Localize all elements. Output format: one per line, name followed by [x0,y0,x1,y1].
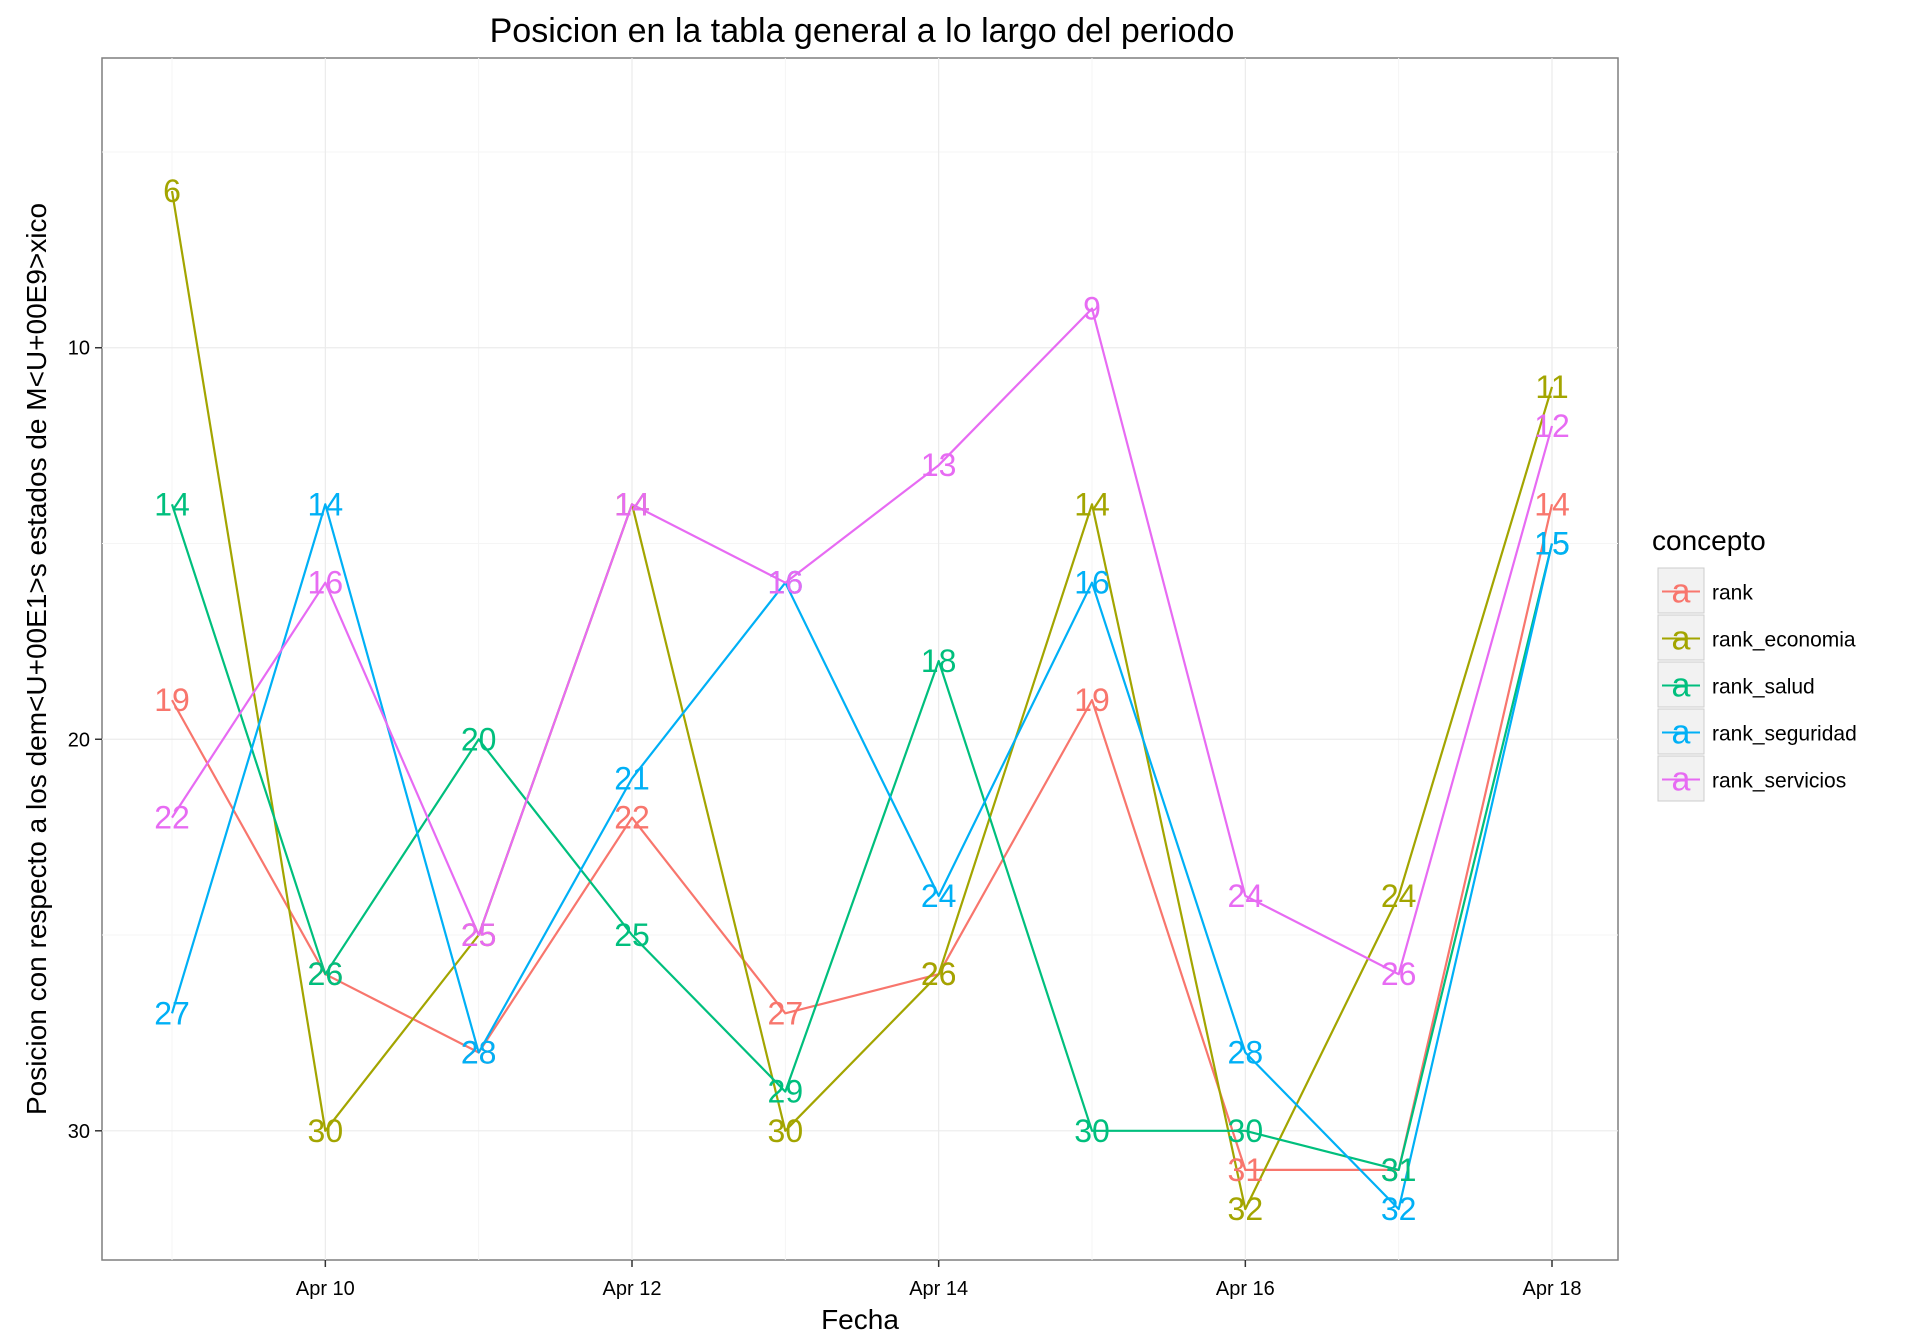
data-label-rank-seguridad: 24 [921,878,957,914]
legend-label-rank-seguridad: rank_seguridad [1712,723,1857,746]
data-label-rank-economia: 25 [461,917,497,953]
x-tick-label: Apr 16 [1216,1278,1275,1300]
y-tick-label: 10 [68,338,90,360]
data-label-rank-servicios: 25 [461,917,497,953]
data-label-rank: 28 [461,1034,497,1070]
data-label-rank-salud: 20 [461,721,497,757]
data-label-rank-seguridad: 28 [1228,1034,1264,1070]
data-label-rank: 26 [308,956,344,992]
data-label-rank-salud: 29 [768,1074,804,1110]
data-label-rank-economia: 24 [1381,878,1417,914]
legend-key-glyph: a [1672,714,1691,752]
data-label-rank-salud: 26 [308,956,344,992]
data-label-rank-seguridad: 16 [768,565,804,601]
data-label-rank-seguridad: 15 [1534,525,1570,561]
data-label-rank-servicios: 12 [1534,408,1570,444]
data-label-rank-salud: 14 [154,486,190,522]
data-label-rank-seguridad: 32 [1381,1191,1417,1227]
legend-key-glyph: a [1672,573,1691,611]
data-label-rank-salud: 18 [921,643,957,679]
plot-panel [101,57,1619,1261]
x-tick-label: Apr 10 [296,1278,355,1300]
data-label-rank: 22 [614,800,650,836]
x-tick-label: Apr 18 [1523,1278,1582,1300]
chart-title: Posicion en la tabla general a lo largo … [490,12,1235,50]
data-label-rank-servicios: 26 [1381,956,1417,992]
data-label-rank: 31 [1381,1152,1417,1188]
legend-label-rank-salud: rank_salud [1712,676,1815,699]
series-line-rank-economia [170,190,1554,1211]
data-label-rank-economia: 30 [768,1113,804,1149]
data-label-rank-economia: 11 [1535,369,1568,405]
data-label-rank-salud: 15 [1534,525,1570,561]
data-label-rank: 31 [1228,1152,1264,1188]
legend-key-glyph: a [1672,667,1691,705]
series-lines [170,190,1554,1211]
data-label-rank: 19 [1074,682,1110,718]
legend-key-glyph: a [1672,761,1691,799]
data-label-rank-economia: 14 [614,486,650,522]
data-label-rank-servicios: 16 [308,565,344,601]
data-label-rank-salud: 25 [614,917,650,953]
data-label-rank-servicios: 13 [921,447,957,483]
data-label-rank-economia: 26 [921,956,957,992]
series-line-rank [171,504,1554,1172]
data-label-rank-servicios: 9 [1083,291,1101,327]
legend-key-glyph: a [1672,620,1691,658]
y-axis-title: Posicion con respecto a los dem<U+00E1>s… [21,203,52,1115]
data-label-rank-seguridad: 27 [154,995,190,1031]
data-label-rank-salud: 31 [1381,1152,1417,1188]
legend-title: concepto [1652,525,1766,556]
y-tick-label: 20 [68,729,90,751]
data-label-rank: 19 [154,682,190,718]
data-label-rank-economia: 30 [308,1113,344,1149]
data-label-rank-economia: 32 [1228,1191,1264,1227]
grid [102,58,1618,1260]
data-label-rank-seguridad: 16 [1074,565,1110,601]
legend-label-rank: rank [1712,582,1753,605]
x-axis-title: Fecha [821,1304,899,1335]
x-tick-label: Apr 14 [909,1278,968,1300]
series-line-rank-seguridad [170,503,1554,1211]
data-label-rank-economia: 6 [163,173,181,209]
legend-label-rank-servicios: rank_servicios [1712,770,1846,793]
data-label-rank-salud: 30 [1228,1113,1264,1149]
data-label-rank-servicios: 14 [614,486,650,522]
data-label-rank-seguridad: 28 [461,1034,497,1070]
data-label-rank: 26 [921,956,957,992]
y-tick-label: 30 [68,1121,90,1143]
series-line-rank-servicios [171,307,1554,976]
x-axis: Apr 10 Apr 12 Apr 14 Apr 16 Apr 18 [296,1260,1582,1300]
data-label-rank: 27 [768,995,804,1031]
data-label-rank: 14 [1534,486,1570,522]
data-label-rank-servicios: 16 [768,565,804,601]
y-axis: 10 20 30 [68,338,102,1143]
data-label-rank-servicios: 22 [154,800,190,836]
legend-label-rank-economia: rank_economia [1712,629,1856,652]
data-label-rank-salud: 30 [1074,1113,1110,1149]
series-line-rank-salud [170,503,1554,1172]
data-label-rank-servicios: 24 [1228,878,1264,914]
data-label-rank-seguridad: 14 [308,486,344,522]
data-label-rank-economia: 14 [1074,486,1110,522]
data-label-rank-seguridad: 21 [614,760,650,796]
x-tick-label: Apr 12 [603,1278,662,1300]
